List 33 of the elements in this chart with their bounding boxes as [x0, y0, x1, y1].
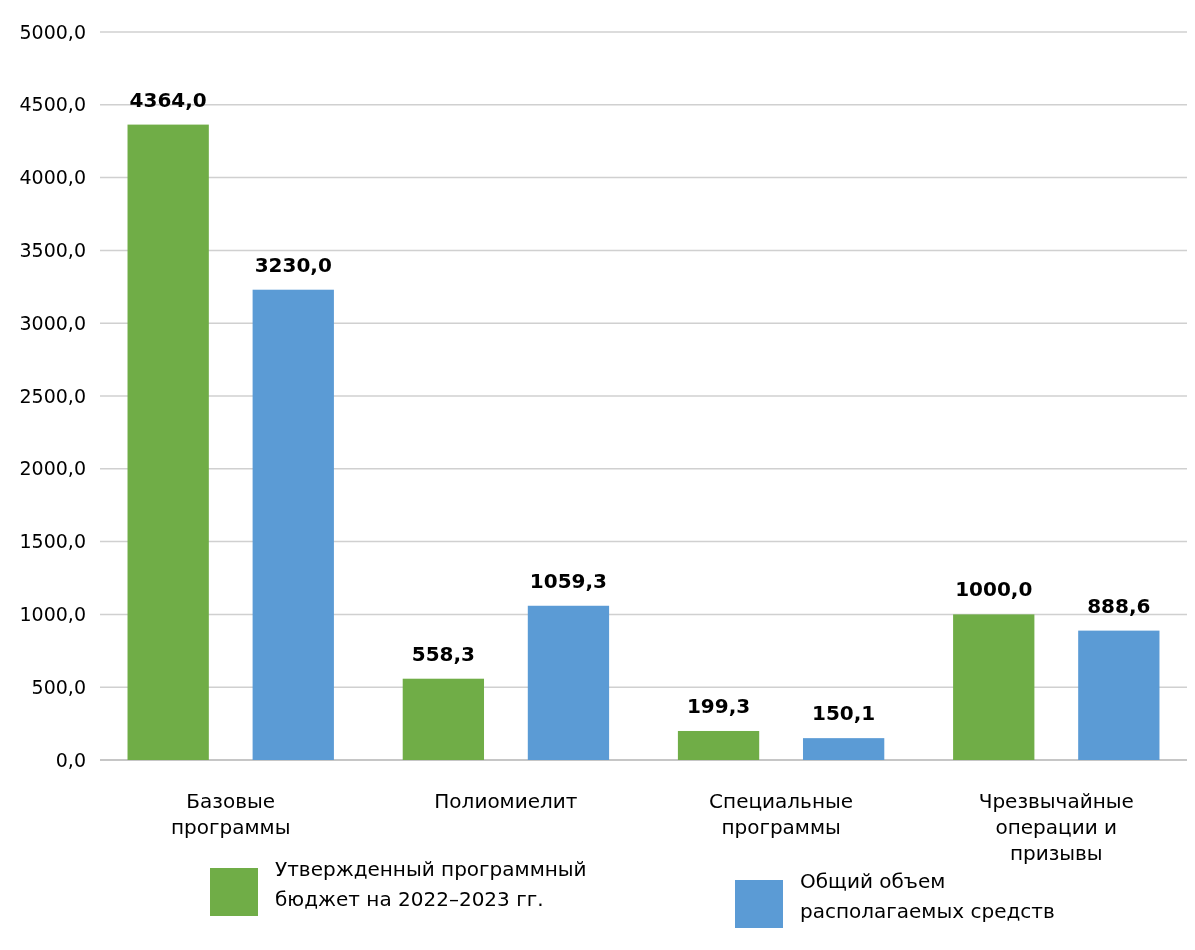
y-tick-label: 500,0 [31, 675, 86, 698]
y-tick-label: 0,0 [55, 748, 86, 771]
y-tick-label: 3000,0 [19, 311, 86, 334]
bar [1078, 630, 1160, 760]
x-tick-label: Базовые программы [171, 789, 291, 839]
bar [252, 289, 334, 760]
bar [677, 730, 760, 760]
y-tick-label: 4000,0 [19, 166, 86, 189]
y-tick-label: 2500,0 [19, 384, 86, 407]
bar [802, 738, 885, 760]
data-label: 3230,0 [254, 252, 332, 277]
data-label: 1000,0 [955, 577, 1033, 602]
bar [127, 124, 209, 760]
data-label: 4364,0 [129, 87, 207, 112]
y-tick-label: 1500,0 [19, 530, 86, 553]
data-label: 888,6 [1087, 593, 1151, 618]
y-tick-label: 1000,0 [19, 602, 86, 625]
data-label: 199,3 [686, 693, 751, 718]
bar [402, 678, 485, 760]
y-tick-label: 4500,0 [19, 93, 86, 116]
y-tick-label: 3500,0 [19, 238, 86, 261]
data-label: 1059,3 [529, 568, 608, 593]
x-tick-label: Полиомиелит [434, 789, 578, 813]
x-tick-label: Чрезвычайные операции и призывы [978, 789, 1134, 865]
bar [953, 614, 1035, 760]
y-tick-label: 2000,0 [19, 457, 86, 480]
legend-label: Общий объем располагаемых средств [800, 869, 1055, 923]
data-label: 150,1 [812, 701, 876, 726]
data-label: 558,3 [411, 641, 475, 666]
x-tick-label: Специальные программы [709, 789, 854, 839]
bar [527, 605, 610, 760]
legend-label: Утвержденный программный бюджет на 2022–2023 гг. [275, 857, 587, 911]
y-tick-label: 5000,0 [19, 20, 86, 43]
